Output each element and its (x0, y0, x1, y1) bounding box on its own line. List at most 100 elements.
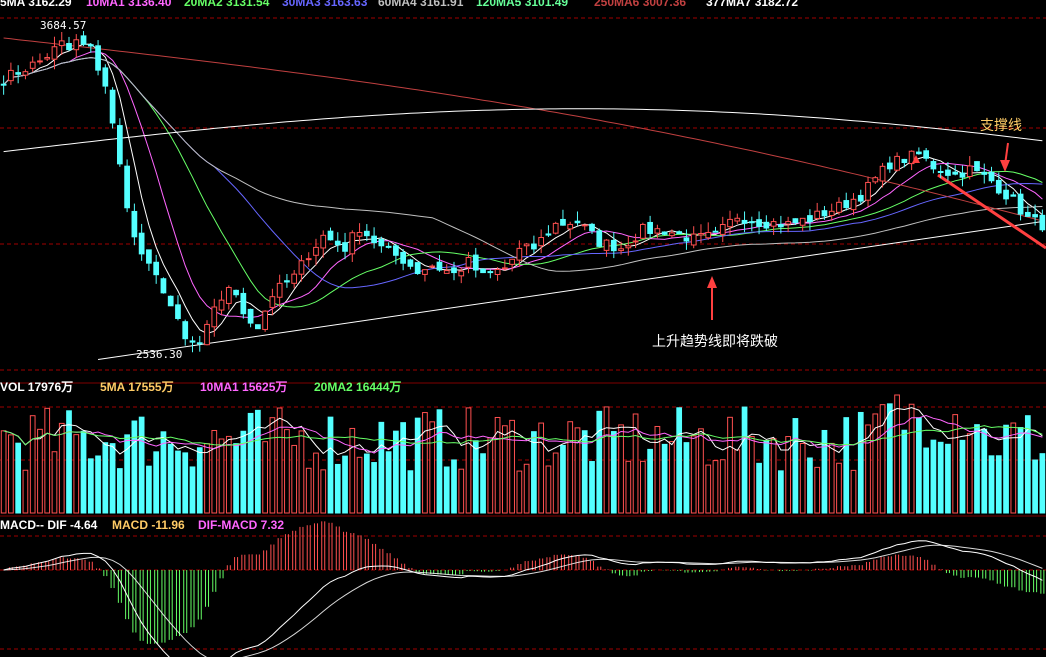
candle-body[interactable] (756, 219, 762, 227)
candle-body[interactable] (857, 194, 864, 202)
candle-body[interactable] (58, 40, 65, 47)
candle-body[interactable] (44, 56, 51, 60)
candle-body[interactable] (422, 269, 428, 275)
candle-body[interactable] (218, 299, 225, 311)
candle-body[interactable] (334, 240, 341, 246)
candle-body[interactable] (886, 162, 893, 170)
candle-body[interactable] (959, 172, 966, 178)
candle-body[interactable] (727, 218, 733, 228)
candle-body[interactable] (284, 280, 290, 283)
candle-body[interactable] (712, 230, 719, 233)
candle-body[interactable] (669, 232, 675, 237)
candle-body[interactable] (494, 268, 501, 276)
candle-body[interactable] (908, 150, 915, 165)
candle-body[interactable] (356, 231, 363, 237)
candle-body[interactable] (872, 177, 879, 183)
candle-body[interactable] (741, 219, 748, 224)
candle-body[interactable] (821, 210, 828, 217)
candle-body[interactable] (240, 292, 247, 315)
candle-body[interactable] (698, 233, 704, 236)
candle-body[interactable] (792, 218, 799, 224)
candle-body[interactable] (879, 165, 886, 182)
candle-body[interactable] (778, 224, 784, 228)
candle-body[interactable] (371, 235, 377, 244)
candle-body[interactable] (545, 233, 552, 236)
candle-body[interactable] (901, 158, 908, 164)
candle-body[interactable] (603, 239, 610, 251)
candle-body[interactable] (828, 210, 835, 217)
candle-body[interactable] (109, 89, 116, 124)
candle-body[interactable] (734, 217, 741, 222)
candle-body[interactable] (204, 323, 210, 346)
candle-body[interactable] (0, 83, 7, 86)
candle-body[interactable] (581, 224, 588, 227)
candle-body[interactable] (516, 247, 523, 261)
candle-body[interactable] (262, 310, 268, 330)
candle-body[interactable] (298, 260, 305, 275)
candle-body[interactable] (523, 243, 530, 247)
candle-body[interactable] (291, 273, 298, 284)
candle-body[interactable] (116, 125, 123, 165)
candle-body[interactable] (182, 321, 189, 340)
candle-body[interactable] (589, 223, 595, 232)
candle-body[interactable] (552, 222, 559, 234)
candle-body[interactable] (974, 161, 980, 172)
candle-body[interactable] (313, 246, 319, 256)
candle-body[interactable] (538, 237, 545, 247)
candle-body[interactable] (1003, 189, 1009, 200)
candle-body[interactable] (393, 245, 399, 256)
candle-body[interactable] (814, 210, 821, 219)
candle-body[interactable] (138, 232, 145, 255)
candle-body[interactable] (37, 60, 43, 63)
candle-body[interactable] (349, 232, 356, 255)
candle-body[interactable] (632, 240, 639, 243)
candle-body[interactable] (436, 261, 443, 271)
candle-body[interactable] (988, 171, 995, 182)
candle-body[interactable] (487, 271, 494, 274)
candle-body[interactable] (51, 46, 58, 60)
candle-body[interactable] (531, 243, 537, 250)
candle-body[interactable] (167, 295, 174, 307)
candle-body[interactable] (647, 221, 653, 234)
candle-body[interactable] (596, 230, 603, 247)
candle-body[interactable] (458, 270, 465, 277)
candle-body[interactable] (952, 171, 959, 175)
candle-body[interactable] (923, 150, 930, 159)
candle-body[interactable] (705, 231, 712, 239)
candle-body[interactable] (465, 257, 472, 268)
candle-body[interactable] (719, 224, 726, 235)
candle-body[interactable] (894, 155, 900, 171)
candle-body[interactable] (443, 270, 450, 274)
candle-body[interactable] (429, 265, 436, 268)
candle-body[interactable] (29, 61, 36, 69)
rising-trendline[interactable] (97, 220, 1043, 361)
candle-body[interactable] (66, 43, 72, 51)
candle-body[interactable] (189, 340, 196, 343)
candle-body[interactable] (654, 228, 661, 234)
candle-body[interactable] (981, 171, 988, 175)
candle-body[interactable] (865, 181, 871, 201)
candle-body[interactable] (363, 230, 370, 237)
candle-body[interactable] (676, 231, 683, 235)
candle-body[interactable] (327, 230, 334, 241)
candle-body[interactable] (501, 267, 508, 270)
candle-body[interactable] (1024, 211, 1031, 217)
candle-body[interactable] (407, 259, 414, 267)
candle-body[interactable] (785, 221, 791, 225)
candle-body[interactable] (763, 221, 770, 229)
candle-body[interactable] (305, 258, 312, 261)
candle-body[interactable] (574, 220, 581, 224)
candle-body[interactable] (320, 234, 327, 249)
candle-body[interactable] (95, 45, 101, 71)
candle-body[interactable] (255, 324, 261, 330)
candle-body[interactable] (509, 258, 515, 265)
support-break-line[interactable] (937, 173, 1046, 250)
candle-body[interactable] (196, 342, 203, 345)
candle-body[interactable] (661, 231, 668, 235)
candle-body[interactable] (378, 238, 385, 247)
candle-body[interactable] (560, 218, 566, 226)
candle-body[interactable] (916, 151, 922, 155)
candle-body[interactable] (153, 261, 160, 276)
candle-body[interactable] (966, 165, 973, 177)
